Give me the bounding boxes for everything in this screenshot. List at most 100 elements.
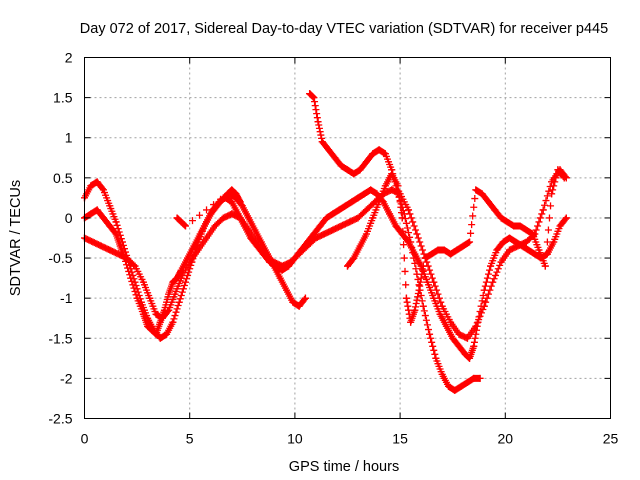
data-point (499, 238, 507, 246)
data-point (346, 218, 354, 226)
data-point (381, 182, 389, 190)
y-tick-label: 1 (65, 130, 73, 146)
data-point (442, 322, 450, 330)
x-tick-label: 20 (498, 431, 514, 447)
data-point (331, 154, 339, 162)
y-tick-label: -1 (60, 290, 73, 306)
data-point (156, 334, 164, 342)
data-point (312, 234, 320, 242)
y-axis-label: SDTVAR / TECUs (8, 180, 24, 296)
data-point (282, 286, 290, 294)
data-point (419, 262, 427, 270)
data-point (238, 202, 246, 210)
data-point (177, 218, 185, 226)
data-point (165, 306, 173, 314)
data-point (512, 238, 520, 246)
data-point (362, 206, 370, 214)
data-point (491, 206, 499, 214)
data-point (362, 230, 370, 238)
data-point (106, 202, 114, 210)
series-sat-g (173, 186, 244, 230)
y-tick-label: 2 (65, 50, 73, 66)
data-point (415, 286, 423, 294)
data-point (207, 210, 215, 218)
data-point (470, 342, 478, 350)
data-point (99, 186, 107, 194)
data-point (314, 118, 322, 126)
data-point (181, 278, 189, 286)
data-point (472, 322, 480, 330)
data-point (436, 310, 444, 318)
data-point (188, 258, 196, 266)
data-point (139, 278, 147, 286)
data-point (116, 242, 124, 250)
data-point (426, 330, 434, 338)
data-point (125, 258, 133, 266)
data-point (423, 278, 431, 286)
data-point (407, 238, 415, 246)
data-point (449, 334, 457, 342)
data-point (541, 262, 549, 270)
data-point (173, 214, 181, 222)
data-point (106, 222, 114, 230)
data-point (402, 294, 410, 302)
data-point (118, 238, 126, 246)
data-point (489, 278, 497, 286)
series-markers (306, 90, 484, 394)
data-point (447, 318, 455, 326)
x-tick-label: 0 (81, 431, 89, 447)
data-point (224, 190, 232, 198)
data-point (213, 202, 221, 210)
data-point (421, 254, 429, 262)
data-point (264, 250, 272, 258)
data-point (329, 226, 337, 234)
data-point (367, 186, 375, 194)
data-point (369, 214, 377, 222)
data-point (177, 274, 185, 282)
data-point (362, 158, 370, 166)
data-point (270, 262, 278, 270)
data-point (106, 246, 114, 254)
data-point (398, 214, 406, 222)
data-point (497, 214, 505, 222)
data-point (99, 214, 107, 222)
data-point (251, 226, 259, 234)
data-point (392, 222, 400, 230)
y-tick-label: 0.5 (53, 170, 73, 186)
data-point (503, 218, 511, 226)
data-point (350, 170, 358, 178)
chart-title: Day 072 of 2017, Sidereal Day-to-day VTE… (80, 21, 608, 37)
data-point (524, 246, 532, 254)
data-point (455, 342, 463, 350)
data-point (487, 262, 495, 270)
series-sat-d (306, 90, 484, 394)
series-sat-f (421, 166, 568, 270)
data-point (522, 238, 530, 246)
data-point (131, 262, 139, 270)
data-point (453, 246, 461, 254)
data-point (316, 222, 324, 230)
x-tick-label: 10 (287, 431, 303, 447)
data-point (447, 250, 455, 258)
data-point (562, 214, 570, 222)
data-point (516, 222, 524, 230)
data-point (451, 386, 459, 394)
data-point (394, 182, 402, 190)
data-point (350, 254, 358, 262)
data-point (89, 238, 97, 246)
x-tick-labels: 0 5 10 15 20 25 (81, 431, 619, 447)
data-point (97, 242, 105, 250)
data-point (360, 190, 368, 198)
data-point (550, 238, 558, 246)
data-point (463, 378, 471, 386)
data-point (405, 206, 413, 214)
data-point (466, 354, 474, 362)
data-point (93, 206, 101, 214)
data-point (386, 210, 394, 218)
data-point (278, 262, 286, 270)
data-point (440, 246, 448, 254)
plot-frame (84, 57, 611, 419)
data-point (236, 214, 244, 222)
data-point (388, 170, 396, 178)
data-point (289, 298, 297, 306)
